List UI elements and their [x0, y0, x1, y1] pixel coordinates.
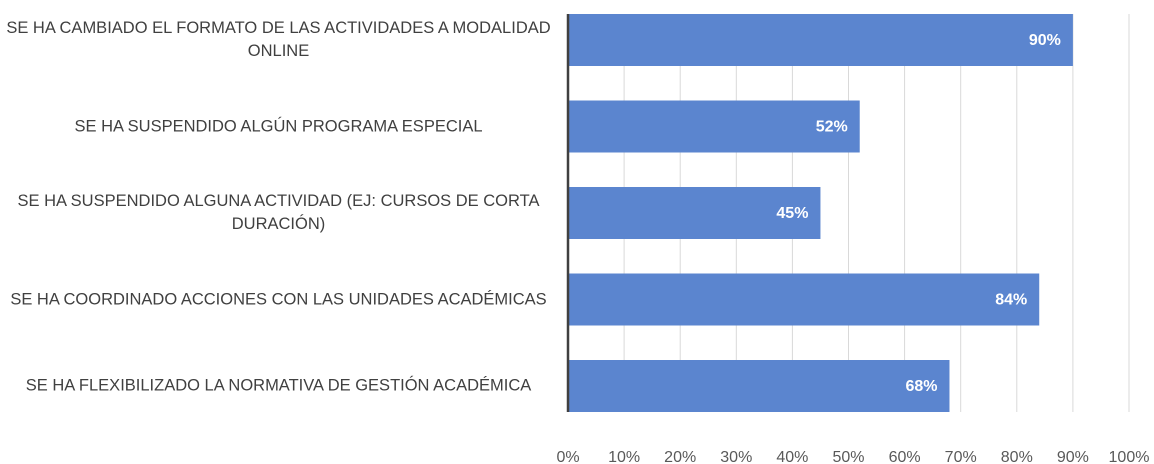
- category-label: SE HA COORDINADO ACCIONES CON LAS UNIDAD…: [10, 290, 547, 308]
- bar: [568, 100, 860, 153]
- x-tick-label: 30%: [720, 449, 752, 464]
- x-tick-label: 80%: [1001, 449, 1033, 464]
- x-tick-label: 50%: [832, 449, 864, 464]
- x-tick-label: 20%: [664, 449, 696, 464]
- category-label: SE HA SUSPENDIDO ALGÚN PROGRAMA ESPECIAL: [74, 117, 483, 135]
- x-tick-label: 10%: [608, 449, 640, 464]
- bar: [568, 273, 1040, 326]
- bar: [568, 187, 821, 239]
- category-label: SE HA CAMBIADO EL FORMATO DE LAS ACTIVID…: [6, 19, 551, 60]
- value-label: 68%: [905, 378, 937, 395]
- x-tick-label: 60%: [889, 449, 921, 464]
- value-label: 52%: [816, 119, 848, 136]
- x-tick-label: 70%: [945, 449, 977, 464]
- x-tick-label: 40%: [776, 449, 808, 464]
- x-tick-label: 90%: [1057, 449, 1089, 464]
- bar: [568, 360, 950, 412]
- category-label: SE HA FLEXIBILIZADO LA NORMATIVA DE GEST…: [25, 376, 532, 395]
- x-tick-label: 100%: [1109, 449, 1150, 464]
- x-tick-label: 0%: [556, 449, 579, 464]
- category-label: SE HA SUSPENDIDO ALGUNA ACTIVIDAD (EJ: C…: [17, 192, 540, 233]
- bar: [568, 14, 1073, 66]
- value-label: 84%: [995, 292, 1027, 309]
- value-label: 90%: [1029, 32, 1061, 49]
- value-label: 45%: [776, 205, 808, 222]
